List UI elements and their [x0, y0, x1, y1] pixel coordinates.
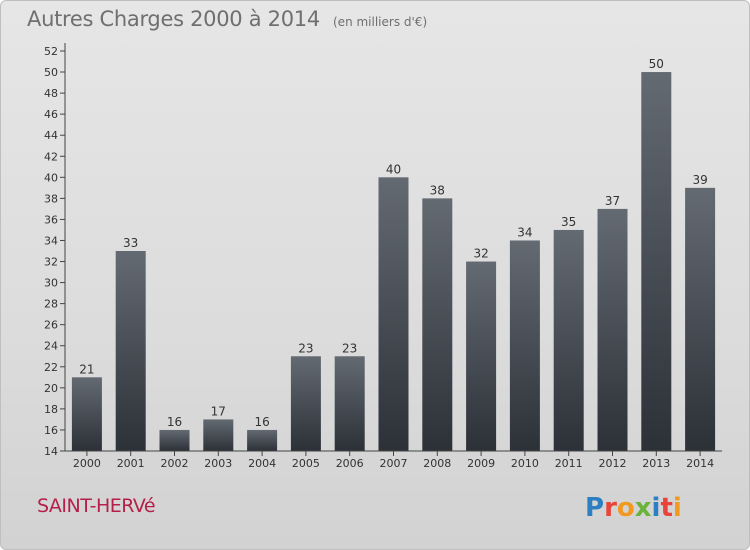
data-label-2010: 34	[517, 225, 532, 239]
bar-2003	[203, 419, 234, 451]
commune-name: SAINT-HERVé	[37, 495, 156, 517]
y-tick-label: 50	[44, 66, 58, 79]
y-tick-label: 44	[44, 129, 58, 142]
data-label-2006: 23	[342, 341, 357, 355]
y-tick-label: 18	[44, 403, 58, 416]
x-tick-label: 2011	[555, 457, 583, 470]
bar-2006	[334, 356, 365, 451]
svg-text:Proxiti: Proxiti	[585, 493, 682, 523]
x-tick-label: 2007	[380, 457, 408, 470]
x-tick-label: 2004	[248, 457, 276, 470]
data-label-2008: 38	[430, 183, 445, 197]
data-label-2001: 33	[123, 236, 138, 250]
y-tick-label: 52	[44, 45, 58, 58]
y-tick-label: 20	[44, 382, 58, 395]
proxiti-logo: Proxiti	[585, 493, 682, 523]
bar-2007	[378, 177, 409, 451]
y-axis: 14 16 18 20 22 24 26 28 30 32 34 36 38 40 42 44 46 48 50 52	[44, 45, 65, 458]
bar-2014	[685, 187, 716, 451]
x-tick-label: 2008	[423, 457, 451, 470]
y-tick-label: 24	[44, 340, 58, 353]
y-tick-label: 46	[44, 108, 58, 121]
y-tick-label: 28	[44, 298, 58, 311]
data-label-2011: 35	[561, 215, 576, 229]
y-tick-label: 16	[44, 424, 58, 437]
y-tick-label: 42	[44, 150, 58, 163]
x-tick-label: 2001	[117, 457, 145, 470]
y-tick-label: 32	[44, 256, 58, 269]
x-tick-label: 2014	[686, 457, 714, 470]
x-tick-label: 2005	[292, 457, 320, 470]
x-tick-label: 2009	[467, 457, 495, 470]
data-label-2013: 50	[649, 57, 664, 71]
data-label-2003: 17	[211, 404, 226, 418]
x-axis: 2000 2001 2002 2003 2004 2005 2006 2007 2008 2009…	[73, 451, 714, 470]
y-tick-label: 26	[44, 319, 58, 332]
y-tick-label: 30	[44, 277, 58, 290]
chart-subtitle: (en milliers d'€)	[333, 15, 428, 29]
bar-2002	[159, 429, 190, 451]
data-label-2005: 23	[298, 341, 313, 355]
data-label-2007: 40	[386, 162, 401, 176]
bar-2009	[466, 261, 497, 451]
x-tick-label: 2002	[161, 457, 189, 470]
bar-2013	[641, 72, 672, 451]
y-tick-label: 40	[44, 171, 58, 184]
bars-group: 21 33 16 17 16 23 23 40 38 32 34 35 37 50 39	[71, 57, 716, 451]
bar-2008	[422, 198, 453, 451]
bar-2000	[71, 377, 102, 451]
bar-2010	[509, 240, 540, 451]
bar-2011	[553, 229, 584, 451]
y-tick-label: 34	[44, 234, 58, 247]
y-tick-label: 36	[44, 213, 58, 226]
data-label-2009: 32	[473, 247, 488, 261]
x-tick-label: 2012	[599, 457, 627, 470]
x-tick-label: 2013	[642, 457, 670, 470]
data-label-2014: 39	[692, 173, 707, 187]
data-label-2012: 37	[605, 194, 620, 208]
bar-2001	[115, 251, 146, 451]
data-label-2002: 16	[167, 415, 182, 429]
x-tick-label: 2003	[204, 457, 232, 470]
x-tick-label: 2006	[336, 457, 364, 470]
y-tick-label: 22	[44, 361, 58, 374]
x-tick-label: 2010	[511, 457, 539, 470]
y-tick-label: 38	[44, 192, 58, 205]
x-tick-label: 2000	[73, 457, 101, 470]
chart-title: Autres Charges 2000 à 2014	[27, 7, 320, 31]
y-tick-label: 48	[44, 87, 58, 100]
title-row: Autres Charges 2000 à 2014 (en milliers …	[27, 7, 427, 31]
data-label-2004: 16	[254, 415, 269, 429]
bar-2004	[247, 429, 278, 451]
bar-2005	[290, 356, 321, 451]
bar-2012	[597, 208, 628, 451]
y-tick-label: 14	[44, 445, 58, 458]
data-label-2000: 21	[79, 362, 94, 376]
